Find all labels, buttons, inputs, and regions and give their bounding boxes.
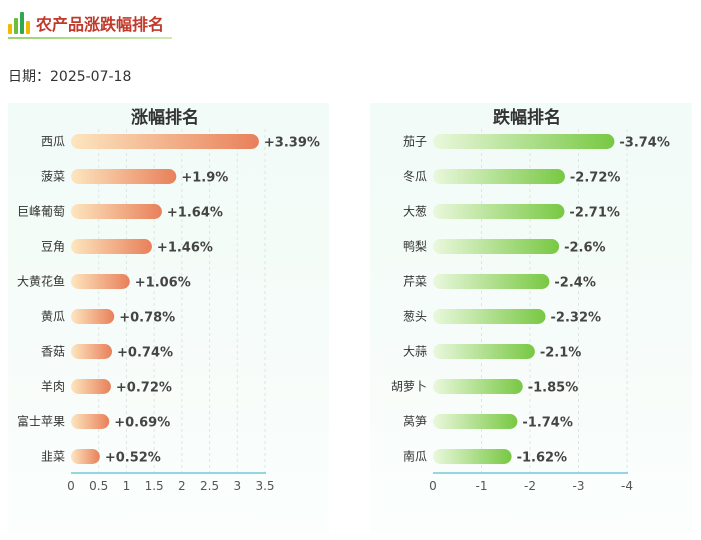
x-tick-label: -1 <box>476 479 488 493</box>
bar <box>433 379 523 394</box>
logo-bar <box>8 24 12 34</box>
category-label: 大蒜 <box>403 345 427 359</box>
category-label: 菠菜 <box>41 170 65 184</box>
x-tick-label: 0 <box>429 479 437 493</box>
loss-ranking-panel: 跌幅排名 0 -1 -2 -3 -4 茄子 -3.74% 冬瓜 -2.72% 大葱 -2.71% 鸭梨 -… <box>370 103 692 533</box>
category-label: 羊肉 <box>41 379 65 394</box>
bar <box>433 169 565 184</box>
x-tick-label: -3 <box>573 479 585 493</box>
bar <box>433 449 512 464</box>
data-label: +0.52% <box>105 451 161 466</box>
gain-ranking-panel: 涨幅排名 0 0.5 1 1.5 2 2.5 3 3.5 西瓜 +3.39% 菠菜 +1.9% 巨峰葡萄 +… <box>8 103 329 533</box>
date-label: 日期： <box>8 69 50 85</box>
data-label: -3.74% <box>619 136 670 151</box>
bar <box>71 239 152 254</box>
category-label: 黄瓜 <box>41 310 65 324</box>
data-label: +1.64% <box>167 206 223 221</box>
bar <box>71 414 110 429</box>
bar-chart-icon <box>8 10 30 34</box>
data-label: -2.71% <box>569 206 620 221</box>
category-label: 韭菜 <box>41 450 65 464</box>
x-tick-label: 2.5 <box>200 479 219 493</box>
logo-bar <box>26 21 30 34</box>
category-label: 巨峰葡萄 <box>17 205 65 219</box>
data-label: +1.9% <box>181 171 228 186</box>
data-label: -2.32% <box>551 311 602 326</box>
data-label: -2.1% <box>540 346 581 361</box>
category-label: 芹菜 <box>403 275 427 289</box>
bar <box>71 309 115 324</box>
x-tick-label: 1.5 <box>145 479 164 493</box>
bar <box>433 309 546 324</box>
bar <box>433 134 615 149</box>
logo-bar <box>14 18 18 34</box>
category-label: 富士苹果 <box>17 414 65 429</box>
x-tick-label: 2 <box>178 479 186 493</box>
category-label: 莴笋 <box>403 414 427 429</box>
bar <box>433 344 535 359</box>
data-label: -1.74% <box>522 416 573 431</box>
bar <box>433 239 560 254</box>
data-label: -2.4% <box>554 276 595 291</box>
bar <box>71 204 162 219</box>
bar <box>71 449 100 464</box>
x-tick-label: 0 <box>67 479 75 493</box>
bar <box>71 274 130 289</box>
x-tick-label: 1 <box>123 479 131 493</box>
data-label: -2.6% <box>564 241 605 256</box>
data-label: -1.62% <box>517 451 568 466</box>
category-label: 胡萝卜 <box>391 380 427 394</box>
data-label: +3.39% <box>264 136 320 151</box>
category-label: 西瓜 <box>41 135 65 149</box>
x-tick-label: 3.5 <box>255 479 274 493</box>
category-label: 大黄花鱼 <box>17 274 65 289</box>
data-label: -2.72% <box>570 171 621 186</box>
bar <box>433 274 550 289</box>
category-label: 大葱 <box>403 205 427 219</box>
x-tick-label: 3 <box>233 479 241 493</box>
x-tick-label: -4 <box>621 479 633 493</box>
x-tick-label: 0.5 <box>89 479 108 493</box>
category-label: 茄子 <box>403 135 427 149</box>
page-header: 农产品涨跌幅排名 <box>8 8 172 39</box>
x-tick-label: -2 <box>524 479 536 493</box>
date-row: 日期：2025-07-18 <box>8 66 131 86</box>
bar <box>71 379 111 394</box>
logo-bar <box>20 12 24 34</box>
category-label: 冬瓜 <box>403 169 427 184</box>
page-title: 农产品涨跌幅排名 <box>36 15 165 34</box>
category-label: 葱头 <box>403 310 427 324</box>
chart-title: 涨幅排名 <box>131 107 199 128</box>
data-label: +0.74% <box>117 346 173 361</box>
date-value: 2025-07-18 <box>50 69 132 85</box>
gain-ranking-chart: 涨幅排名 0 0.5 1 1.5 2 2.5 3 3.5 西瓜 +3.39% 菠菜 +1.9% 巨峰葡萄 +… <box>17 107 320 493</box>
data-label: +0.78% <box>119 311 175 326</box>
data-label: +0.69% <box>114 416 170 431</box>
category-label: 南瓜 <box>403 449 427 464</box>
data-label: +1.06% <box>135 276 191 291</box>
category-label: 鸭梨 <box>403 240 427 254</box>
loss-ranking-chart: 跌幅排名 0 -1 -2 -3 -4 茄子 -3.74% 冬瓜 -2.72% 大葱 -2.71% 鸭梨 -… <box>391 107 670 493</box>
category-label: 香菇 <box>41 345 65 359</box>
category-label: 豆角 <box>41 240 65 254</box>
chart-title: 跌幅排名 <box>493 107 561 128</box>
data-label: +1.46% <box>157 241 213 256</box>
title-underline <box>8 37 172 39</box>
bar <box>433 414 518 429</box>
bar <box>71 134 259 149</box>
bar <box>433 204 565 219</box>
data-label: +0.72% <box>116 381 172 396</box>
bar <box>71 344 113 359</box>
data-label: -1.85% <box>528 381 579 396</box>
bar <box>71 169 177 184</box>
